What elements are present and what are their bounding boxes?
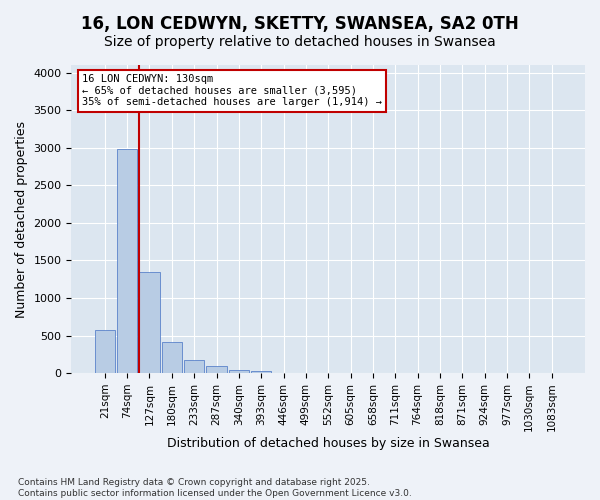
- Bar: [117, 149, 137, 373]
- Bar: [162, 342, 182, 373]
- Bar: [139, 272, 160, 373]
- Text: 16 LON CEDWYN: 130sqm
← 65% of detached houses are smaller (3,595)
35% of semi-d: 16 LON CEDWYN: 130sqm ← 65% of detached …: [82, 74, 382, 108]
- Text: Contains HM Land Registry data © Crown copyright and database right 2025.
Contai: Contains HM Land Registry data © Crown c…: [18, 478, 412, 498]
- Bar: [184, 360, 204, 373]
- Text: 16, LON CEDWYN, SKETTY, SWANSEA, SA2 0TH: 16, LON CEDWYN, SKETTY, SWANSEA, SA2 0TH: [81, 15, 519, 33]
- X-axis label: Distribution of detached houses by size in Swansea: Distribution of detached houses by size …: [167, 437, 490, 450]
- Bar: [206, 366, 227, 373]
- Bar: [229, 370, 249, 373]
- Y-axis label: Number of detached properties: Number of detached properties: [15, 120, 28, 318]
- Bar: [95, 330, 115, 373]
- Bar: [251, 371, 271, 373]
- Text: Size of property relative to detached houses in Swansea: Size of property relative to detached ho…: [104, 35, 496, 49]
